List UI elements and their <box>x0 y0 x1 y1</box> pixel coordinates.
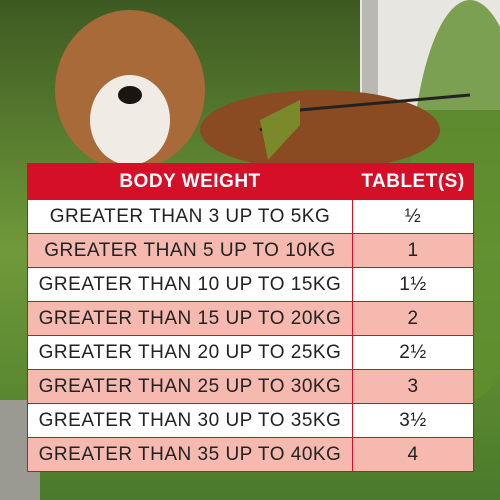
dosage-table: BODY WEIGHT TABLET(S) GREATER THAN 3 UP … <box>27 163 474 472</box>
tablet-cell: 1½ <box>352 267 474 302</box>
table-row: GREATER THAN 20 UP TO 25KG 2½ <box>27 335 474 370</box>
table-body: GREATER THAN 3 UP TO 5KG ½ GREATER THAN 5 … <box>27 199 474 472</box>
weight-cell: GREATER THAN 15 UP TO 20KG <box>27 301 353 336</box>
table-row: GREATER THAN 15 UP TO 20KG 2 <box>27 301 474 336</box>
tablet-cell: 3½ <box>352 403 474 438</box>
table-row: GREATER THAN 10 UP TO 15KG 1½ <box>27 267 474 302</box>
table-row: GREATER THAN 25 UP TO 30KG 3 <box>27 369 474 404</box>
tablet-cell: 2 <box>352 301 474 336</box>
header-cell: BODY WEIGHT <box>27 163 353 200</box>
header-cell: TABLET(S) <box>352 163 474 200</box>
tablet-cell: 1 <box>352 233 474 268</box>
table-row: GREATER THAN 30 UP TO 35KG 3½ <box>27 403 474 438</box>
tablet-cell: 3 <box>352 369 474 404</box>
weight-cell: GREATER THAN 30 UP TO 35KG <box>27 403 353 438</box>
tablet-cell: 4 <box>352 437 474 472</box>
header-row: BODY WEIGHT TABLET(S) <box>27 163 474 200</box>
weight-cell: GREATER THAN 35 UP TO 40KG <box>27 437 353 472</box>
tablet-cell: ½ <box>352 199 474 234</box>
weight-cell: GREATER THAN 10 UP TO 15KG <box>27 267 353 302</box>
weight-cell: GREATER THAN 25 UP TO 30KG <box>27 369 353 404</box>
table-row: GREATER THAN 3 UP TO 5KG ½ <box>27 199 474 234</box>
weight-cell: GREATER THAN 5 UP TO 10KG <box>27 233 353 268</box>
table-row: GREATER THAN 5 UP TO 10KG 1 <box>27 233 474 268</box>
weight-cell: GREATER THAN 3 UP TO 5KG <box>27 199 353 234</box>
weight-cell: GREATER THAN 20 UP TO 25KG <box>27 335 353 370</box>
table-row: GREATER THAN 35 UP TO 40KG 4 <box>27 437 474 472</box>
tablet-cell: 2½ <box>352 335 474 370</box>
